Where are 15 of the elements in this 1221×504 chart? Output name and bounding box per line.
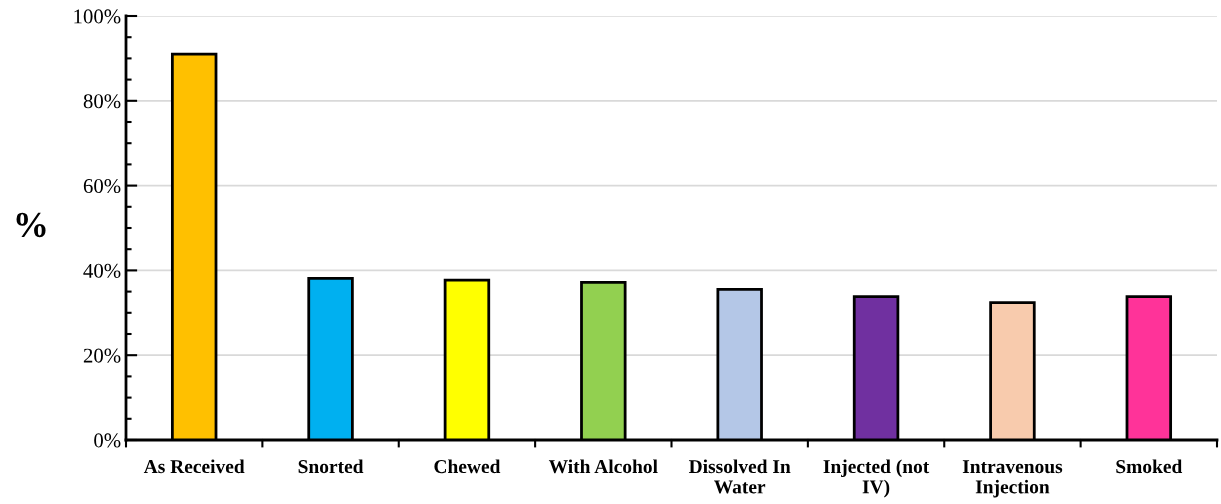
- x-tick-label: Dissolved In Water: [688, 459, 791, 494]
- x-tick-label: With Alcohol: [548, 459, 658, 474]
- x-tick-label: As Received: [143, 459, 245, 474]
- x-tick-label: Intravenous Injection: [962, 460, 1063, 498]
- y-tick-label: 40%: [83, 263, 121, 278]
- y-tick-label: 80%: [83, 94, 121, 109]
- x-tick-label: Smoked: [1116, 459, 1183, 474]
- y-tick-label: 100%: [74, 9, 121, 24]
- y-tick-label: 60%: [83, 178, 121, 194]
- x-tick-label: Snorted: [298, 459, 364, 474]
- y-tick-label: 0%: [94, 433, 121, 448]
- y-axis-title: %: [16, 212, 46, 238]
- y-tick-label: 20%: [83, 348, 121, 363]
- x-tick-label: Injected (not IV): [823, 459, 930, 498]
- x-tick-label: Chewed: [434, 459, 501, 474]
